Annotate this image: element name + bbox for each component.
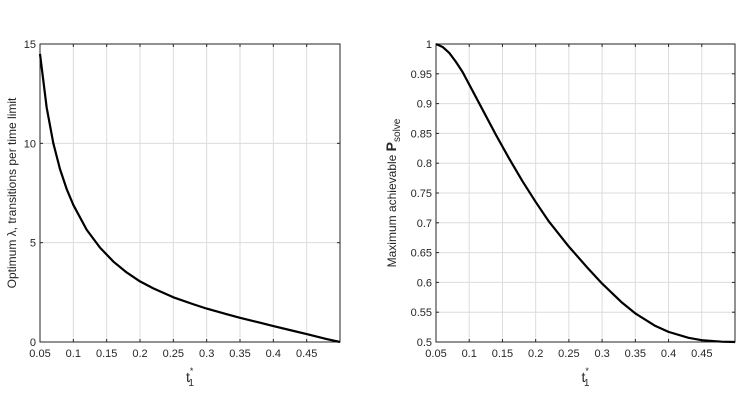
- y-axis-label: Optimum λ, transitions per time limit: [5, 97, 19, 288]
- x-tick-label: 0.45: [691, 348, 712, 360]
- x-tick-label: 0.35: [625, 348, 646, 360]
- series-line: [38, 53, 341, 344]
- y-tick-label: 5: [30, 238, 36, 250]
- series-line: [435, 42, 736, 344]
- y-tick-label: 0.8: [417, 158, 432, 170]
- y-tick-label: 0.65: [411, 248, 432, 260]
- x-tick-label: 0.2: [132, 348, 147, 360]
- x-axis-label: t* 1: [186, 366, 194, 389]
- x-tick-label: 0.25: [163, 348, 184, 360]
- x-tick-label: 0.05: [29, 348, 50, 360]
- y-tick-label: 0.85: [411, 128, 432, 140]
- y-tick-label: 0.55: [411, 307, 432, 319]
- y-axis-label: Maximum achievable Psolve: [383, 118, 403, 267]
- y-tick-label: 0.75: [411, 188, 432, 200]
- y-tick-label: 0: [30, 337, 36, 349]
- x-tick-label: 0.05: [425, 348, 446, 360]
- x-tick-label: 0.15: [96, 348, 117, 360]
- y-tick-label: 0.9: [417, 99, 432, 111]
- left-chart-panel: 0.05 0.1 0.15 0.2 0.25 0.3 0.35 0.4 0.45 0 5 10 15 t*…: [5, 39, 341, 389]
- x-tick-label: 0.1: [462, 348, 477, 360]
- y-tick-label: 1: [426, 39, 432, 51]
- x-tick-label: 0.45: [296, 348, 317, 360]
- x-tick-label: 0.35: [229, 348, 250, 360]
- x-tick-label: 0.25: [558, 348, 579, 360]
- y-tick-label: 15: [24, 39, 36, 51]
- right-chart-panel: 0.05 0.1 0.15 0.2 0.25 0.3 0.35 0.4 0.45 0.5 0.55 0…: [383, 39, 736, 389]
- x-tick-label: 0.2: [528, 348, 543, 360]
- x-axis-label: t* 1: [582, 366, 590, 389]
- y-tick-label: 0.5: [417, 337, 432, 349]
- y-tick-label: 0.95: [411, 69, 432, 81]
- x-tick-label: 0.15: [492, 348, 513, 360]
- x-tick-label: 0.4: [661, 348, 676, 360]
- x-tick-label: 0.3: [199, 348, 214, 360]
- x-tick-label: 0.3: [594, 348, 609, 360]
- y-tick-label: 10: [24, 138, 36, 150]
- x-tick-label: 0.1: [66, 348, 81, 360]
- x-tick-label: 0.4: [266, 348, 281, 360]
- plot-frame: [39, 43, 341, 343]
- y-tick-label: 0.6: [417, 277, 432, 289]
- y-tick-label: 0.7: [417, 218, 432, 230]
